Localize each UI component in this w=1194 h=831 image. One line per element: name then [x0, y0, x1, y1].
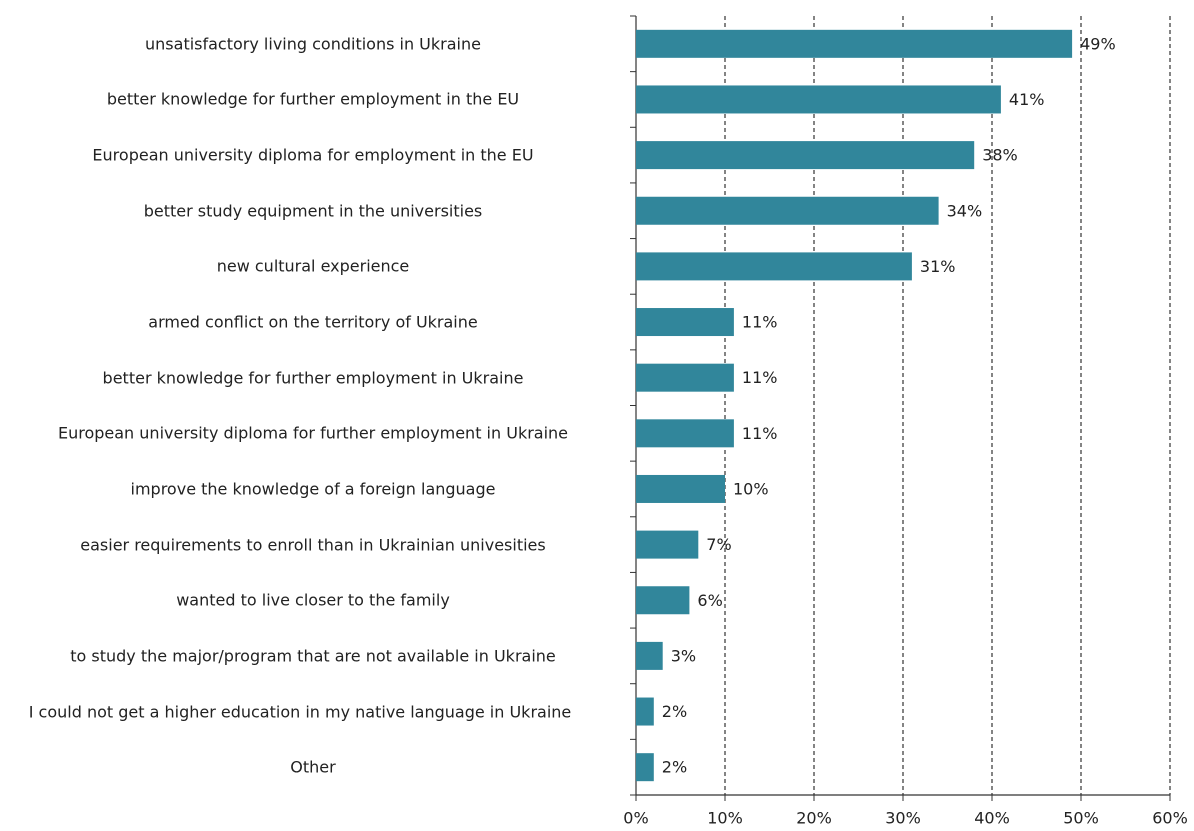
bar — [636, 641, 663, 670]
bar — [636, 85, 1001, 114]
bar — [636, 141, 975, 170]
data-label: 3% — [671, 646, 696, 665]
category-label: to study the major/program that are not … — [70, 646, 556, 666]
data-label: 41% — [1009, 90, 1045, 109]
data-label: 6% — [697, 591, 722, 610]
data-label: 11% — [742, 424, 778, 443]
x-tick-label: 10% — [707, 809, 743, 828]
category-label: unsatisfactory living conditions in Ukra… — [145, 34, 481, 54]
x-tick-label: 0% — [623, 809, 648, 828]
bar — [636, 196, 939, 225]
category-label: European university diploma for further … — [57, 423, 569, 443]
category-label: new cultural experience — [216, 256, 410, 276]
data-label: 11% — [742, 368, 778, 387]
category-label: armed conflict on the territory of Ukrai… — [148, 312, 478, 332]
bar — [636, 474, 725, 503]
category-label: I could not get a higher education in my… — [28, 702, 572, 722]
category-label: improve the knowledge of a foreign langu… — [130, 479, 496, 499]
data-label: 34% — [947, 201, 983, 220]
bar — [636, 753, 654, 782]
data-label: 31% — [920, 257, 956, 276]
category-label: European university diploma for employme… — [92, 145, 534, 165]
category-label: better knowledge for further employment … — [102, 368, 524, 388]
x-tick-label: 30% — [885, 809, 921, 828]
bar — [636, 697, 654, 726]
bar — [636, 308, 734, 337]
x-tick-label: 20% — [796, 809, 832, 828]
category-label: easier requirements to enroll than in Uk… — [80, 535, 546, 555]
bar — [636, 252, 912, 281]
bar — [636, 419, 734, 448]
category-label: better knowledge for further employment … — [106, 89, 520, 109]
x-tick-label: 60% — [1152, 809, 1188, 828]
x-tick-label: 40% — [974, 809, 1010, 828]
data-label: 7% — [706, 535, 731, 554]
bar — [636, 530, 699, 559]
bar — [636, 29, 1073, 58]
category-label: Other — [290, 757, 336, 777]
x-tick-label: 50% — [1063, 809, 1099, 828]
category-label: wanted to live closer to the family — [176, 590, 450, 610]
data-label: 10% — [733, 479, 769, 498]
bar — [636, 363, 734, 392]
category-label: better study equipment in the universiti… — [143, 201, 483, 221]
bar — [636, 586, 690, 615]
data-label: 2% — [662, 702, 687, 721]
data-label: 38% — [982, 146, 1018, 165]
data-label: 49% — [1080, 34, 1116, 53]
data-label: 11% — [742, 313, 778, 332]
data-label: 2% — [662, 758, 687, 777]
